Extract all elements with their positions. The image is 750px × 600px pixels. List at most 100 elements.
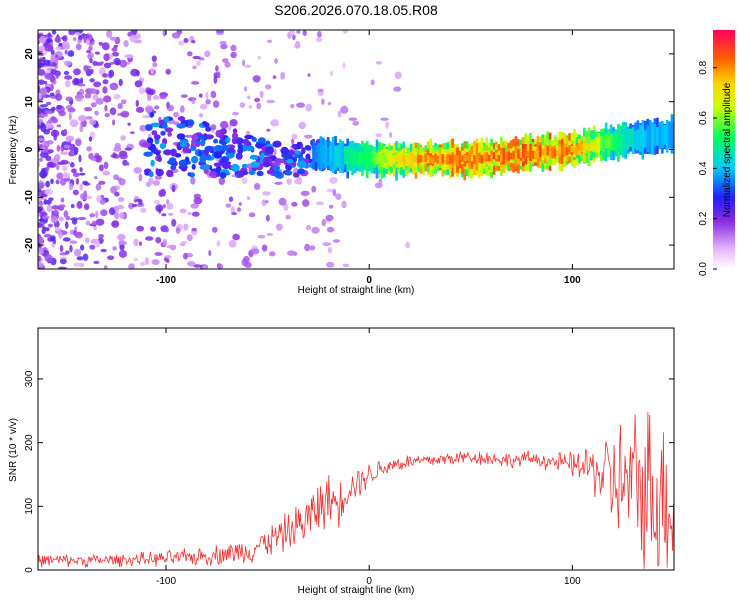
heatmap-ridge-cell xyxy=(397,155,401,164)
heatmap-noise-cell xyxy=(119,59,128,68)
heatmap-noise-cell xyxy=(83,65,89,72)
heatmap-ridge-cell xyxy=(346,149,349,166)
snr-frame xyxy=(37,327,675,571)
heatmap-ridge-cell xyxy=(165,150,171,156)
heatmap-ridge-cell xyxy=(475,156,479,164)
heatmap-noise-cell xyxy=(95,218,105,226)
heatmap-noise-cell xyxy=(292,34,296,41)
heatmap-noise-cell xyxy=(95,97,104,105)
heatmap-ridge-cell xyxy=(148,171,154,178)
heatmap-noise-cell xyxy=(95,183,102,191)
heatmap-ridge-cell xyxy=(351,151,354,167)
heatmap-noise-cell xyxy=(325,214,334,222)
heatmap-ridge-cell xyxy=(214,144,223,152)
heatmap-noise-cell xyxy=(112,246,117,251)
heatmap-noise-cell xyxy=(212,100,220,108)
heatmap-noise-cell xyxy=(180,241,188,244)
heatmap-noise-cell xyxy=(199,103,208,110)
heatmap-noise-cell xyxy=(267,39,272,43)
heatmap-noise-cell xyxy=(162,204,166,209)
heatmap-noise-cell xyxy=(74,248,82,257)
heatmap-noise-cell xyxy=(67,50,75,57)
heatmap-noise-cell xyxy=(38,213,41,217)
heatmap-noise-cell xyxy=(120,135,126,141)
heatmap-noise-cell xyxy=(40,151,49,158)
heatmap-ridge-cell xyxy=(504,152,508,160)
heatmap-ridge-cell xyxy=(204,134,214,140)
heatmap-noise-cell xyxy=(224,61,231,68)
heatmap-ridge-cell xyxy=(412,154,415,162)
heatmap-noise-cell xyxy=(244,86,248,92)
heatmap-ridge-cell xyxy=(500,154,503,161)
heatmap-noise-cell xyxy=(129,131,135,135)
heatmap-ridge-cell xyxy=(242,138,250,145)
heatmap-noise-cell xyxy=(75,43,82,51)
heatmap-noise-cell xyxy=(50,215,58,224)
heatmap-noise-cell xyxy=(216,30,224,34)
heatmap-noise-cell xyxy=(138,87,146,95)
heatmap-noise-cell xyxy=(56,104,62,110)
heatmap-ridge-cell xyxy=(409,154,413,163)
heatmap-noise-cell xyxy=(166,244,175,249)
heatmap-noise-cell xyxy=(171,32,181,39)
heatmap-ridge-cell xyxy=(570,145,574,153)
heatmap-noise-cell xyxy=(93,81,102,88)
heatmap-noise-cell xyxy=(48,118,53,124)
heatmap-noise-cell xyxy=(148,177,154,185)
heatmap-noise-cell xyxy=(65,96,73,102)
heatmap-noise-cell xyxy=(254,97,261,103)
heatmap-noise-cell xyxy=(70,204,75,208)
heatmap-noise-cell xyxy=(46,205,53,213)
y-tick-label: 100 xyxy=(24,498,35,515)
heatmap-noise-cell xyxy=(348,117,358,121)
heatmap-noise-cell xyxy=(328,204,334,209)
heatmap-ridge-cell xyxy=(536,150,540,159)
heatmap-ridge-cell xyxy=(544,145,547,155)
heatmap-noise-cell xyxy=(241,258,248,267)
x-tick-label: 0 xyxy=(366,576,372,587)
heatmap-noise-cell xyxy=(68,143,76,152)
heatmap-noise-cell xyxy=(51,205,60,210)
heatmap-noise-cell xyxy=(73,68,81,76)
heatmap-ridge-cell xyxy=(612,136,615,151)
heatmap-noise-cell xyxy=(93,260,100,265)
heatmap-noise-cell xyxy=(51,30,57,35)
heatmap-noise-cell xyxy=(38,255,42,262)
heatmap-noise-cell xyxy=(114,142,121,150)
heatmap-noise-cell xyxy=(49,92,55,97)
heatmap-noise-cell xyxy=(238,202,242,206)
heatmap-noise-cell xyxy=(58,216,64,222)
heatmap-noise-cell xyxy=(191,227,197,232)
heatmap-noise-cell xyxy=(89,213,96,218)
heatmap-noise-cell xyxy=(50,178,54,185)
heatmap-noise-cell xyxy=(90,102,97,108)
heatmap-noise-cell xyxy=(100,248,107,253)
heatmap-noise-cell xyxy=(266,232,274,237)
heatmap-noise-cell xyxy=(144,105,154,113)
heatmap-noise-cell xyxy=(171,184,176,193)
heatmap-noise-cell xyxy=(327,101,332,106)
heatmap-ridge-cell xyxy=(230,163,240,172)
heatmap-noise-cell xyxy=(124,147,132,151)
heatmap-noise-cell xyxy=(265,200,269,204)
heatmap-noise-cell xyxy=(94,51,100,55)
heatmap-noise-cell xyxy=(47,223,53,228)
heatmap-ridge-cell xyxy=(204,145,214,152)
heatmap-ridge-cell xyxy=(256,170,264,177)
heatmap-noise-cell xyxy=(84,92,92,99)
heatmap-noise-cell xyxy=(83,203,90,211)
heatmap-noise-cell xyxy=(40,104,48,108)
heatmap-ridge-cell xyxy=(514,153,518,160)
heatmap-noise-cell xyxy=(129,34,138,43)
heatmap-noise-cell xyxy=(179,208,187,214)
heatmap-noise-cell xyxy=(65,250,70,255)
heatmap-ridge-cell xyxy=(626,128,630,150)
heatmap-noise-cell xyxy=(65,135,75,142)
heatmap-ridge-cell xyxy=(191,133,199,142)
heatmap-noise-cell xyxy=(190,203,199,209)
heatmap-ridge-cell xyxy=(502,153,506,160)
heatmap-noise-cell xyxy=(111,51,120,57)
heatmap-ridge-cell xyxy=(263,161,271,168)
heatmap-ridge-cell xyxy=(197,150,203,157)
heatmap-ridge-cell xyxy=(265,146,274,155)
